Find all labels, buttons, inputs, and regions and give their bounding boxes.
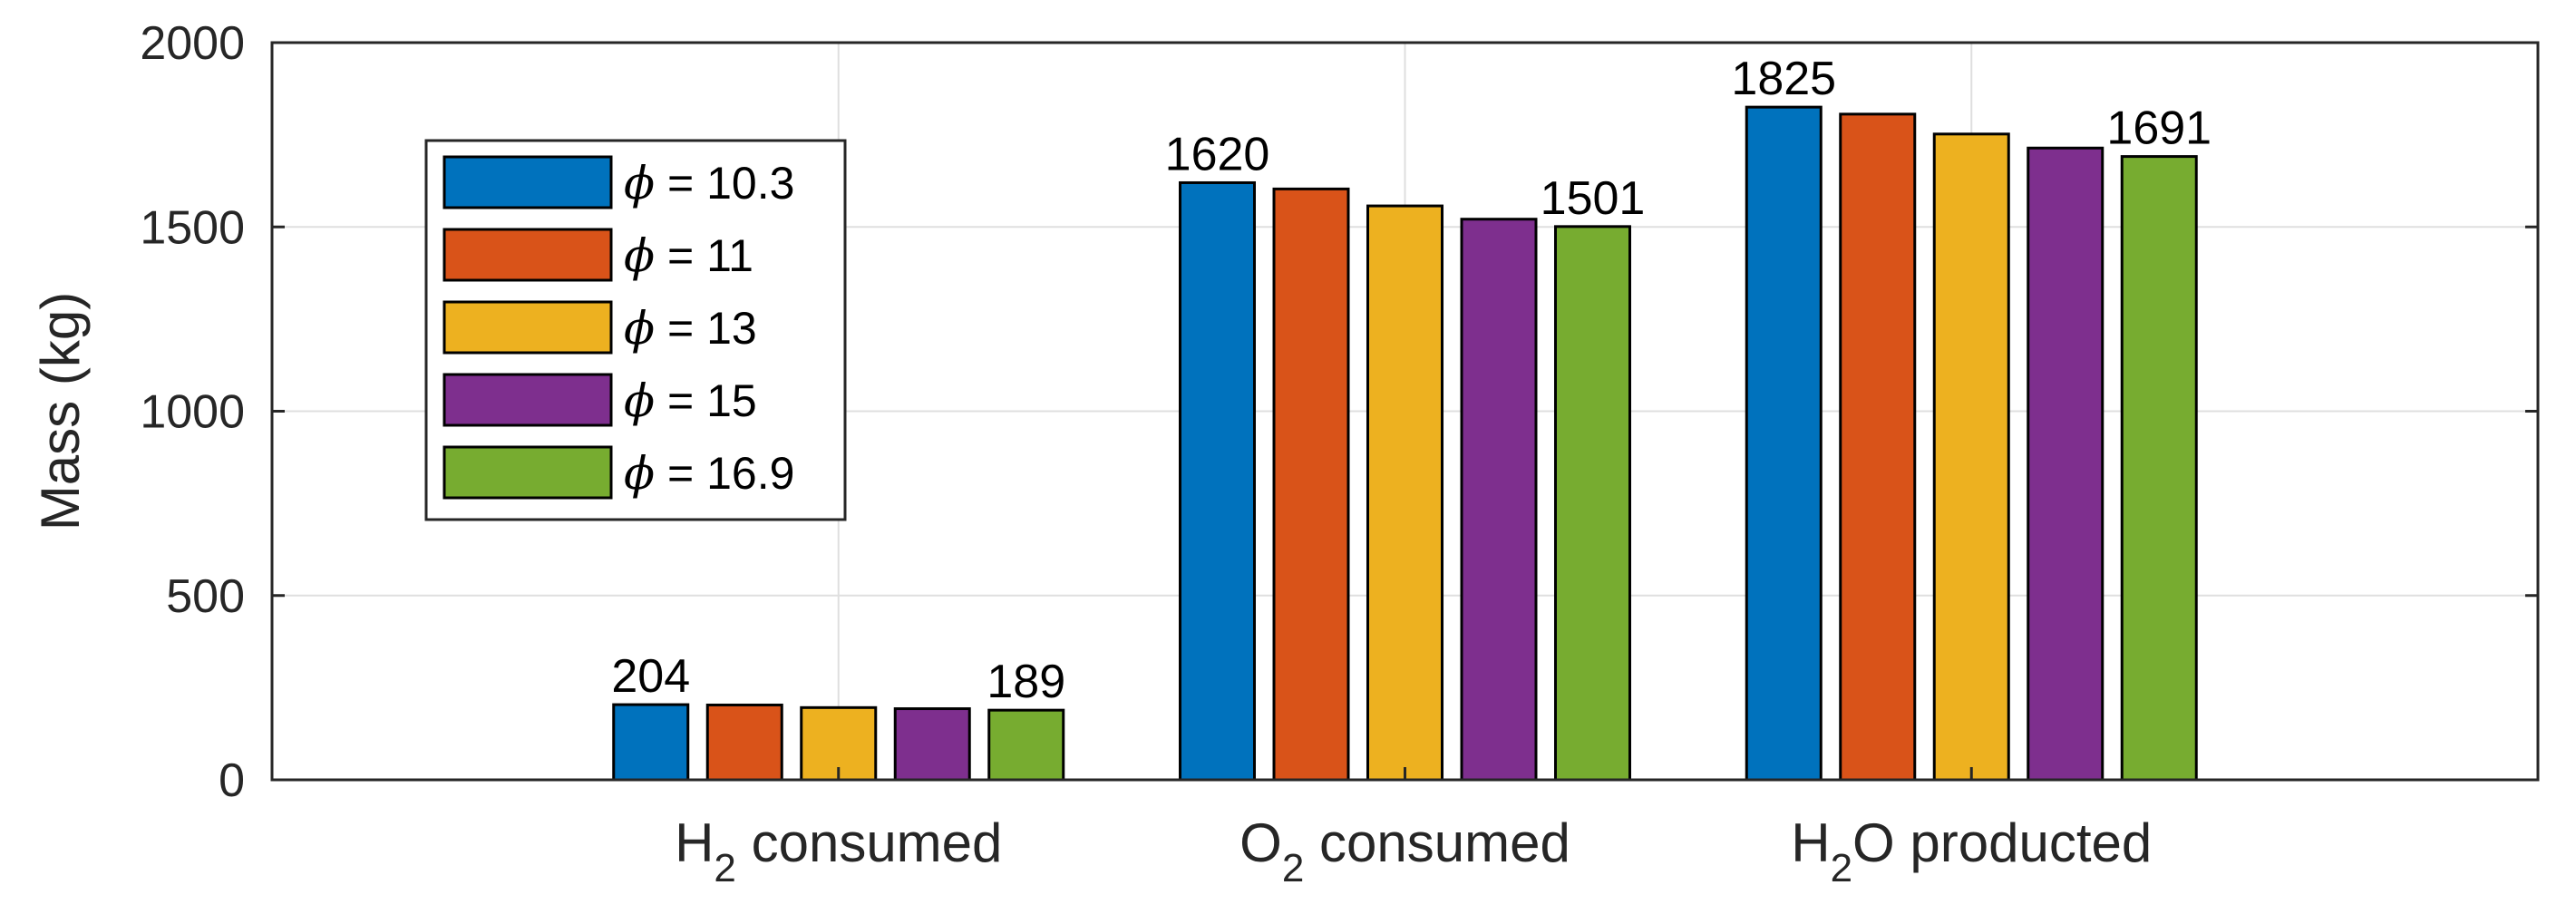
x-axis-categories: H2 consumed O2 consumed H2O producted (675, 812, 2152, 890)
data-labels: 204 189 1620 1501 1825 1691 (611, 53, 2211, 708)
x-category-label: O2 consumed (1239, 812, 1570, 890)
bar (1460, 218, 1538, 782)
bar (1554, 225, 1631, 782)
legend-swatch (442, 373, 613, 427)
y-tick-label: 0 (219, 754, 245, 807)
data-label: 1691 (2106, 102, 2211, 155)
y-tick-label: 1500 (140, 201, 245, 254)
y-tick-label: 500 (166, 570, 245, 623)
bar (987, 708, 1065, 782)
bars (612, 105, 2198, 782)
bar (2120, 155, 2198, 782)
bar (1839, 112, 1917, 782)
legend-entry-label: ϕ = 16.9 (624, 447, 794, 500)
y-tick-label: 2000 (140, 17, 245, 70)
data-label: 1825 (1731, 53, 1836, 105)
legend-swatch (442, 155, 613, 209)
bar (893, 707, 971, 782)
y-tick-label: 1000 (140, 386, 245, 439)
x-category-label: H2 consumed (675, 812, 1002, 890)
y-axis-title: Mass (kg) (30, 292, 91, 530)
legend-swatch (442, 300, 613, 355)
bar (612, 703, 690, 782)
bar (1179, 180, 1256, 782)
bar (1366, 204, 1444, 782)
bar (1932, 132, 2010, 782)
legend-entry-label: ϕ = 11 (624, 229, 753, 282)
legend-swatch (442, 445, 613, 500)
legend-swatch (442, 228, 613, 282)
legend-entry-label: ϕ = 13 (624, 302, 757, 355)
legend-entry-label: ϕ = 10.3 (624, 157, 794, 209)
bar (2027, 146, 2105, 782)
y-axis-ticks: 0 500 1000 1500 2000 (140, 17, 2538, 807)
data-label: 1501 (1541, 172, 1646, 225)
data-label: 189 (987, 656, 1065, 708)
bar (1745, 105, 1823, 782)
bar (705, 703, 783, 782)
data-label: 204 (611, 650, 690, 703)
legend: ϕ = 10.3 ϕ = 11 ϕ = 13 ϕ = 15 ϕ = 16.9 (424, 139, 847, 521)
data-label: 1620 (1165, 128, 1270, 180)
bar (1272, 187, 1350, 782)
legend-entry-label: ϕ = 15 (624, 374, 757, 427)
x-category-label: H2O producted (1791, 812, 2152, 890)
